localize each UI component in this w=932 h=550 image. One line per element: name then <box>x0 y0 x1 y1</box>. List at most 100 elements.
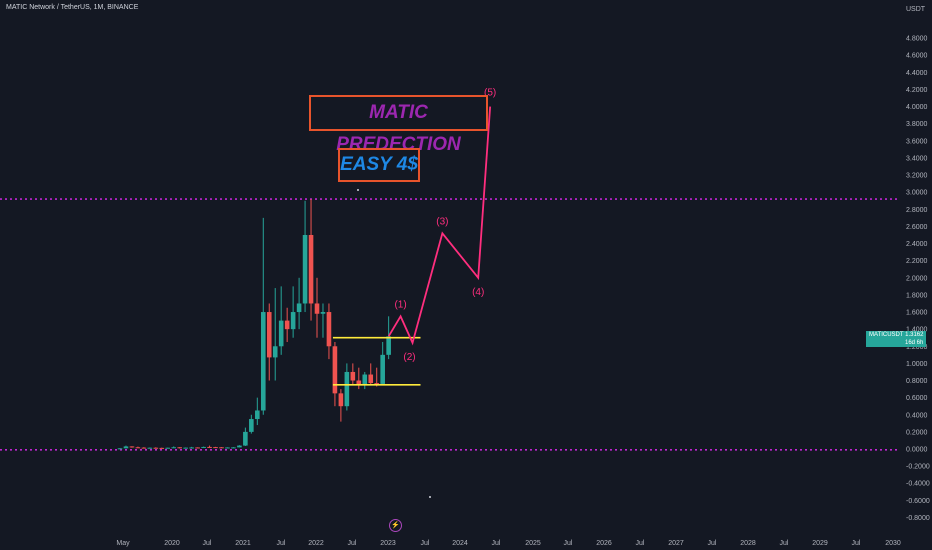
y-tick-label: -0.8000 <box>906 515 930 522</box>
price-tag-symbol: MATICUSDT <box>869 332 904 338</box>
x-tick-label: 2020 <box>164 540 180 547</box>
y-tick-label: 3.6000 <box>906 138 928 145</box>
wave-label-3: (3) <box>436 216 448 227</box>
candle-body-2021-08 <box>278 320 284 347</box>
candles <box>117 189 431 498</box>
candle-body-2022-12 <box>374 383 380 385</box>
wave-label-4: (4) <box>472 287 484 298</box>
wave-label-1: (1) <box>394 299 406 310</box>
candle-body-2019-06 <box>123 446 129 449</box>
y-tick-label: 0.6000 <box>906 395 928 402</box>
candle-body-2020-09 <box>213 447 218 449</box>
candle-body-2019-10 <box>147 447 153 449</box>
x-tick-label: 2022 <box>308 540 324 547</box>
y-tick-label: 4.2000 <box>906 87 928 94</box>
x-tick-label: 2029 <box>812 540 828 547</box>
lightning-icon[interactable]: ⚡ <box>389 519 402 532</box>
y-tick-label: 3.4000 <box>906 155 928 162</box>
x-tick-label: 2028 <box>740 540 756 547</box>
candle-body-2020-04 <box>183 447 188 449</box>
candle-body-2020-11 <box>225 447 230 449</box>
candle-body-2020-12 <box>231 447 236 449</box>
candle-body-2019-09 <box>141 447 147 449</box>
candle-body-2022-07 <box>344 371 350 407</box>
y-tick-label: 1.6000 <box>906 310 928 317</box>
y-tick-label: 2.8000 <box>906 207 928 214</box>
x-tick-label: Jul <box>348 540 357 547</box>
chart-title: MATIC Network / TetherUS, 1M, BINANCE <box>6 4 139 11</box>
candle-body-2022-10 <box>362 374 368 385</box>
candle-body-2019-08 <box>135 447 141 449</box>
candle-body-2020-10 <box>219 447 224 449</box>
last-price-tag: MATICUSDT 1.3162 16d 6h <box>866 331 927 347</box>
y-tick-label: 1.0000 <box>906 361 928 368</box>
x-tick-label: 2030 <box>885 540 901 547</box>
candle-body-2021-01 <box>237 445 242 448</box>
y-tick-label: 2.4000 <box>906 241 928 248</box>
y-axis[interactable]: USDT 4.8000 4.6000 4.4000 4.2000 4.0000 3.8000… <box>906 6 930 522</box>
x-tick-label: 2021 <box>235 540 251 547</box>
level-lines <box>332 336 421 386</box>
y-tick-label: 1.8000 <box>906 292 928 299</box>
y-tick-label: 3.8000 <box>906 121 928 128</box>
x-tick-label: 2027 <box>668 540 684 547</box>
candle-body-2021-12 <box>302 235 308 304</box>
candle-body-2019-12 <box>159 447 165 449</box>
candle-body-2019-05 <box>117 448 123 450</box>
y-tick-label: 2.2000 <box>906 258 928 265</box>
marker-dot <box>429 496 431 498</box>
candle-body-2021-07 <box>272 346 278 358</box>
y-tick-label: 0.0000 <box>906 447 928 454</box>
candle-body-2021-05 <box>260 312 266 411</box>
y-tick-label: 2.0000 <box>906 275 928 282</box>
y-tick-label: 0.4000 <box>906 412 928 419</box>
y-tick-label: 4.8000 <box>906 36 928 43</box>
y-tick-label: -0.2000 <box>906 464 930 471</box>
candle-body-2021-10 <box>290 312 296 330</box>
candle-body-2022-03 <box>320 312 326 314</box>
y-tick-label: 4.6000 <box>906 53 928 60</box>
price-tag-countdown: 16d 6h <box>905 340 924 346</box>
candle-body-2020-06 <box>195 447 200 449</box>
candle-body-2022-04 <box>326 312 332 347</box>
candle-body-2020-05 <box>189 447 194 449</box>
y-tick-label: 3.0000 <box>906 190 928 197</box>
candle-body-2021-11 <box>296 303 302 313</box>
candle-body-2022-11 <box>368 374 374 384</box>
candle-body-2019-11 <box>153 447 159 449</box>
y-tick-label: -0.4000 <box>906 481 930 488</box>
candle-body-2023-01 <box>380 354 385 384</box>
candle-body-2022-09 <box>356 380 362 385</box>
candle-body-2022-01 <box>308 235 314 304</box>
x-axis[interactable]: May 2020 Jul 2021 Jul 2022 Jul 2023 Jul 2024 Jul 20… <box>116 540 901 547</box>
y-tick-label: 0.8000 <box>906 378 928 385</box>
candle-body-2022-08 <box>350 371 356 381</box>
x-tick-label: Jul <box>636 540 645 547</box>
x-tick-label: 2024 <box>452 540 468 547</box>
y-tick-label: -0.6000 <box>906 498 930 505</box>
x-tick-label: Jul <box>203 540 212 547</box>
x-tick-label: Jul <box>780 540 789 547</box>
x-tick-label: Jul <box>708 540 717 547</box>
candle-body-2020-02 <box>171 447 177 449</box>
x-tick-label: 2023 <box>380 540 396 547</box>
y-tick-label: 1.2000 <box>906 344 928 351</box>
wave-projection: (1) (2) (3) (4) (5) <box>387 88 496 363</box>
y-tick-label: 4.4000 <box>906 70 928 77</box>
marker-dot <box>357 189 359 191</box>
y-tick-label: 0.2000 <box>906 429 928 436</box>
candle-body-2021-03 <box>249 419 254 432</box>
y-tick-label: 2.6000 <box>906 224 928 231</box>
candle-body-2021-09 <box>284 320 290 330</box>
dotted-lines <box>0 198 900 451</box>
candle-body-2020-01 <box>165 447 171 449</box>
candle-body-2020-03 <box>177 447 182 449</box>
candle-body-2022-06 <box>338 393 344 407</box>
x-tick-label: Jul <box>492 540 501 547</box>
price-tag-value: 1.3162 <box>905 332 924 338</box>
candle-body-2021-02 <box>243 431 248 446</box>
candle-body-2022-02 <box>314 303 320 314</box>
x-tick-label: May <box>116 540 130 547</box>
wave-label-2: (2) <box>403 352 415 363</box>
